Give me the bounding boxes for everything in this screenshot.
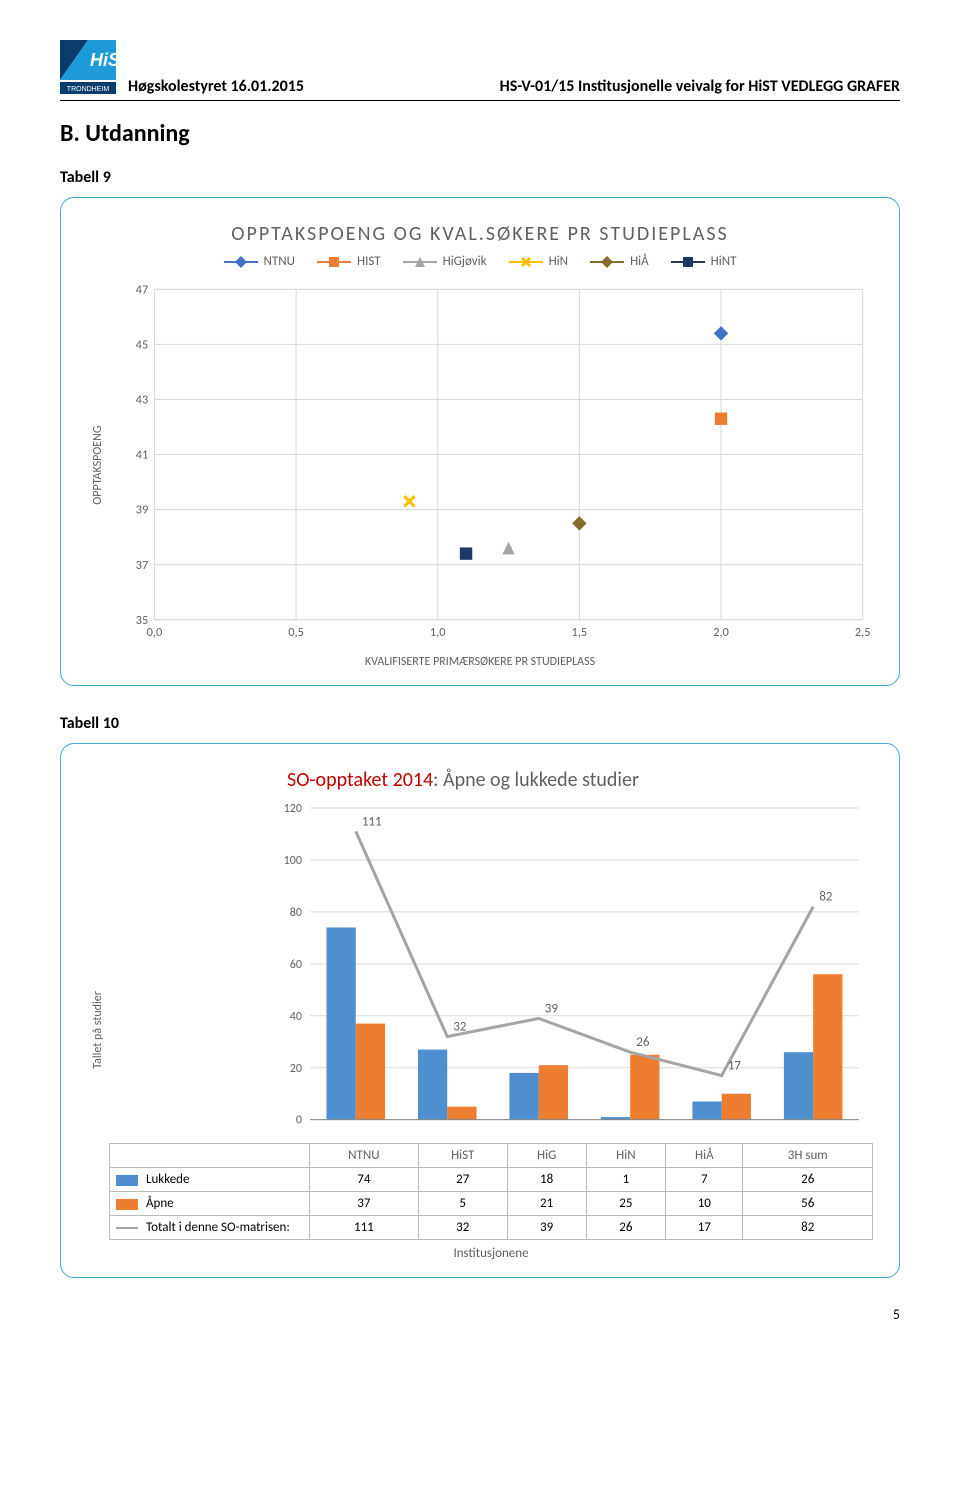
svg-text:0: 0 <box>296 1113 302 1127</box>
svg-text:2,0: 2,0 <box>713 625 729 640</box>
svg-text:40: 40 <box>290 1009 302 1023</box>
tabell9-title: OPPTAKSPOENG OG KVAL.SØKERE PR STUDIEPLA… <box>87 222 873 246</box>
legend-item-ntnu: NTNU <box>224 254 295 269</box>
svg-text:0,0: 0,0 <box>147 625 163 640</box>
legend-item-hiå: HiÅ <box>590 254 649 269</box>
tabell9-caption: Tabell 9 <box>60 168 900 187</box>
svg-text:37: 37 <box>136 558 149 573</box>
legend-item-higjøvik: HiGjøvik <box>403 254 487 269</box>
svg-text:47: 47 <box>136 282 149 297</box>
tabell9-legend: NTNU HIST HiGjøvik HiN <box>87 254 873 269</box>
svg-text:TRONDHEIM: TRONDHEIM <box>67 86 110 93</box>
tabell9-plot: 353739414345470,00,51,01,52,02,5 <box>109 279 873 651</box>
svg-text:2,5: 2,5 <box>855 625 871 640</box>
svg-text:39: 39 <box>136 503 149 518</box>
svg-text:41: 41 <box>136 448 149 463</box>
legend-item-hin: HiN <box>509 254 568 269</box>
svg-text:45: 45 <box>136 338 149 353</box>
tabell9-ylabel: OPPTAKSPOENG <box>87 279 109 651</box>
tabell10-title: SO-opptaket 2014: Åpne og lukkede studie… <box>87 768 873 792</box>
page-header: HiST TRONDHEIM Høgskolestyret 16.01.2015… <box>60 40 900 101</box>
tabell10-ylabel: Tallet på studier <box>87 798 109 1262</box>
svg-text:HiST: HiST <box>90 50 116 70</box>
page-number: 5 <box>60 1306 900 1323</box>
svg-text:43: 43 <box>136 393 149 408</box>
legend-item-hist: HIST <box>317 254 381 269</box>
tabell10-xlabel: Institusjonene <box>109 1246 873 1261</box>
svg-text:32: 32 <box>453 1018 467 1034</box>
tabell9-xlabel: KVALIFISERTE PRIMÆRSØKERE PR STUDIEPLASS <box>87 655 873 669</box>
tabell10-plot: 0 20 40 60 80 100 120 111 32 39 26 17 82 <box>109 798 873 1140</box>
svg-text:82: 82 <box>819 888 833 904</box>
svg-text:1,5: 1,5 <box>572 625 588 640</box>
svg-text:80: 80 <box>290 906 302 920</box>
svg-text:0,5: 0,5 <box>288 625 304 640</box>
svg-text:17: 17 <box>728 1057 742 1073</box>
svg-text:39: 39 <box>545 1000 559 1016</box>
tabell10-chart: SO-opptaket 2014: Åpne og lukkede studie… <box>60 743 900 1279</box>
section-heading: B. Utdanning <box>60 119 900 148</box>
tabell10-table: NTNUHiSTHiGHiNHiÅ3H sumLukkede7427181726… <box>109 1143 873 1240</box>
tabell10-caption: Tabell 10 <box>60 714 900 733</box>
legend-item-hint: HiNT <box>671 254 737 269</box>
header-right-text: HS-V-01/15 Institusjonelle veivalg for H… <box>500 77 900 96</box>
svg-text:111: 111 <box>362 813 382 829</box>
svg-text:26: 26 <box>636 1034 650 1050</box>
svg-text:20: 20 <box>290 1061 302 1075</box>
svg-text:120: 120 <box>284 802 302 816</box>
hist-logo: HiST TRONDHEIM <box>60 40 116 96</box>
svg-text:60: 60 <box>290 958 302 972</box>
svg-text:100: 100 <box>284 854 302 868</box>
tabell9-chart: OPPTAKSPOENG OG KVAL.SØKERE PR STUDIEPLA… <box>60 197 900 686</box>
svg-text:1,0: 1,0 <box>430 625 446 640</box>
header-left-text: Høgskolestyret 16.01.2015 <box>128 77 304 96</box>
